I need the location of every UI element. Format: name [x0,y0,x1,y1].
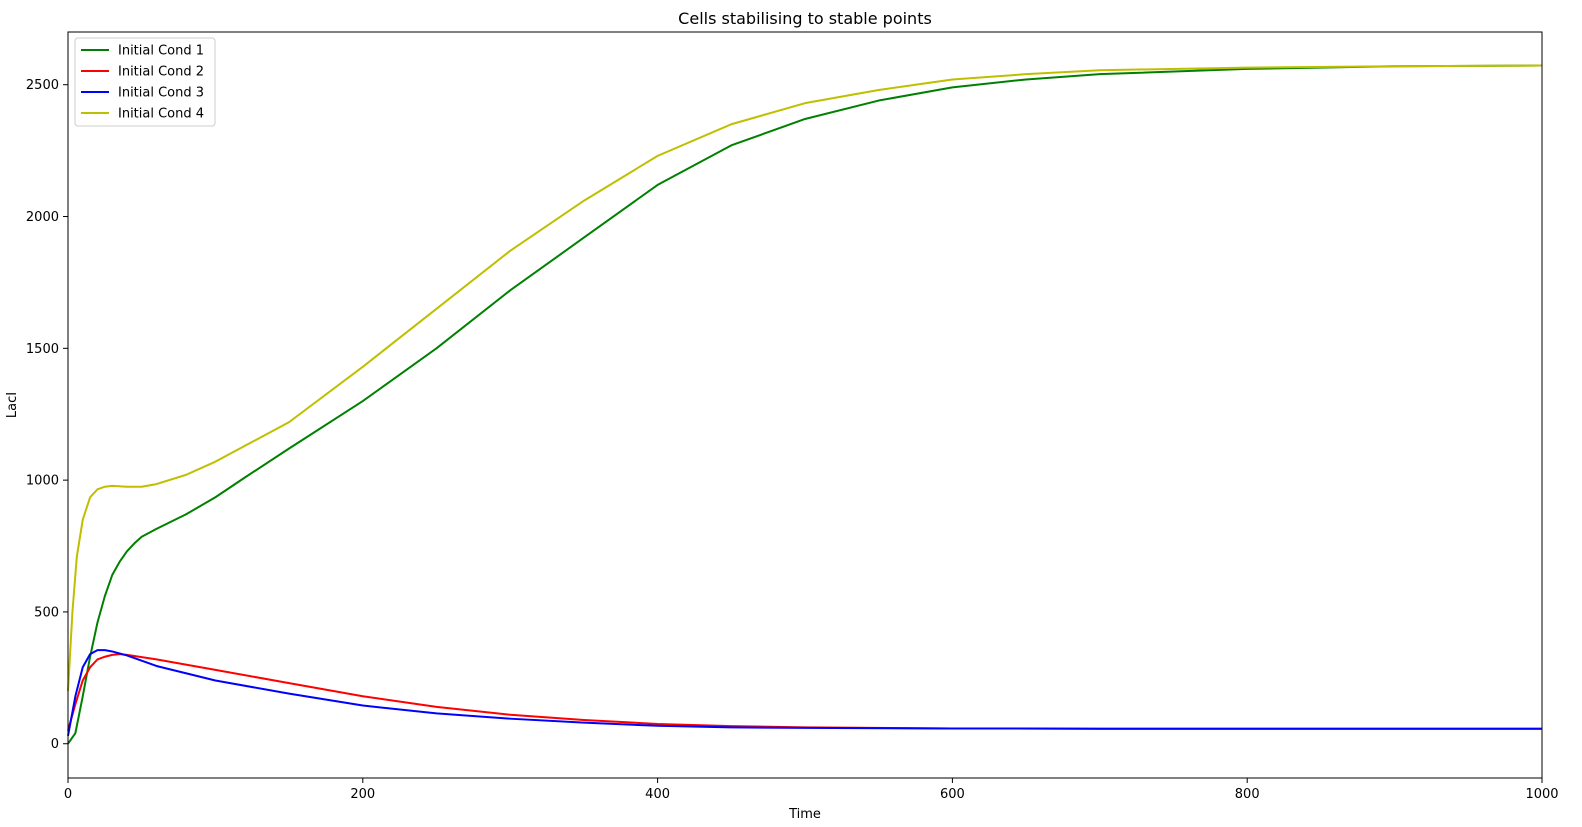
x-axis: 0 200 400 600 800 1000 [64,778,1559,802]
legend-entry: Initial Cond 3 [118,86,204,101]
series-layer [67,64,1543,745]
x-tick-label: 600 [940,787,965,802]
series-line-3 [67,649,1542,737]
y-tick-label: 1000 [26,474,59,489]
series-line-4 [67,64,1543,692]
y-tick-label: 500 [34,605,59,620]
legend-entry: Initial Cond 2 [118,65,204,80]
x-axis-label: Time [788,807,821,822]
y-tick-label: 0 [51,737,59,752]
y-tick-label: 2500 [26,78,59,93]
legend-box [74,37,216,127]
x-tick-label: 1000 [1525,787,1558,802]
x-tick-label: 200 [350,787,375,802]
x-tick-label: 0 [64,787,72,802]
plot-frame [67,31,1543,779]
y-axis: 0 500 1000 1500 2000 2500 [26,78,68,752]
legend-entry: Initial Cond 4 [118,107,204,122]
y-tick-label: 2000 [26,210,59,225]
series-line-1 [67,64,1543,745]
x-tick-label: 800 [1235,787,1260,802]
legend-entry: Initial Cond 1 [118,44,204,59]
chart-title: Cells stabilising to stable points [678,9,932,28]
y-axis-label: LacI [5,392,20,418]
legend: Initial Cond 1 Initial Cond 2 Initial Cond… [74,37,216,127]
series-line-2 [67,653,1542,731]
y-tick-label: 1500 [26,342,59,357]
x-tick-label: 400 [645,787,670,802]
